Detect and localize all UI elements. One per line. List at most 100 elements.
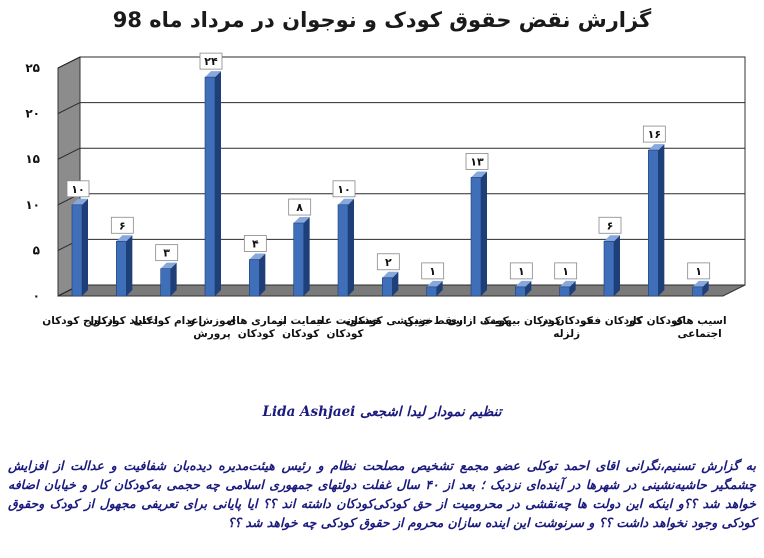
bar	[559, 280, 576, 297]
bar-front	[293, 222, 304, 297]
x-tick-label-line: سقط جنین	[404, 315, 462, 327]
bar-top	[72, 198, 88, 205]
data-label-box	[421, 262, 445, 280]
bar	[603, 235, 620, 297]
data-label-text: ۲	[385, 256, 392, 269]
y-tick-label: ۵	[33, 243, 40, 257]
data-label: ۶	[110, 216, 134, 234]
y-tick-label: ۱۰	[25, 198, 40, 212]
bar-top	[160, 262, 177, 269]
x-tick-label: ازدواج کودکان	[42, 315, 115, 327]
gridline-side	[57, 147, 81, 160]
x-tick-label: خشنونت علیه کودکان	[310, 315, 380, 340]
bar-front	[160, 268, 171, 297]
data-label-text: ۱۰	[71, 183, 84, 196]
chart-back-wall	[79, 56, 746, 286]
data-label: ۱	[421, 262, 445, 280]
bar-top	[116, 235, 133, 242]
chart-container: ۱۰ ۶ ۳ ۲۴ ۴ ۸ ۱۰ ۲ ۱ ۱۳ ۱ ۱ ۶ ۱۶ ۱ ۰ ۵ ۱۰ ۱۵ ۲۰ ۲۵ ازدواج ک…	[25, 8, 746, 340]
y-tick-label: ۱۵	[25, 152, 40, 166]
data-label-box	[243, 235, 267, 252]
x-tick-label-line: حمایت از	[276, 315, 324, 327]
chart-credit: Lida Ashjaei تنظیم نمودار لیدا اشجعی	[262, 404, 502, 420]
x-tick-label-line: اموزش و	[187, 315, 235, 327]
bar	[293, 217, 310, 297]
bar-top	[293, 217, 310, 224]
bar	[426, 280, 443, 297]
data-label: ۴	[243, 235, 267, 252]
data-label-box	[376, 253, 400, 271]
data-label: ۱	[687, 262, 711, 280]
bar	[382, 271, 399, 297]
y-tick-label: ۰	[33, 289, 40, 303]
bar-side	[82, 198, 88, 296]
x-tick-label-line: بیماری های	[227, 315, 286, 327]
chart-bars	[71, 71, 709, 297]
data-label-box	[110, 216, 134, 234]
data-label-text: ۱۰	[337, 183, 350, 196]
data-label: ۱	[509, 262, 533, 280]
x-tick-label: کودکان در زلزله	[540, 315, 594, 340]
data-label-text: ۱	[562, 265, 569, 278]
bar-side	[436, 280, 443, 296]
data-label-box	[554, 262, 578, 280]
x-tick-label-line: خشنونت علیه	[310, 315, 380, 327]
data-label-box	[66, 180, 90, 198]
data-label: ۶	[598, 216, 622, 234]
x-tick-label-line: اجتماعی	[678, 328, 722, 340]
bar-side	[481, 171, 487, 296]
bar-top	[205, 71, 221, 78]
data-label-text: ۲۴	[204, 55, 218, 68]
bar-side	[392, 271, 399, 296]
data-label-text: ۱	[695, 265, 702, 278]
data-label-box	[509, 262, 533, 280]
data-label-box	[155, 244, 179, 262]
bar	[249, 253, 266, 297]
bar-front	[515, 286, 526, 297]
bar-top	[338, 198, 354, 205]
bar	[692, 280, 709, 297]
bar-side	[702, 280, 709, 296]
data-label-text: ۱	[518, 265, 525, 278]
x-tick-label: اسیب های اجتماعی	[673, 315, 727, 340]
data-label-text: ۱۳	[470, 155, 484, 168]
x-tick-label-line: کودکان	[238, 328, 276, 340]
bar-front	[337, 204, 349, 297]
x-tick-label: بیماری های کودکان	[227, 315, 286, 340]
data-label-box	[598, 216, 622, 234]
bar-top	[471, 171, 487, 178]
x-tick-label: حمایت از کودکان	[276, 315, 324, 340]
x-tick-label-line: کودک ازاری	[447, 315, 509, 327]
data-label-box	[288, 198, 312, 216]
article-paragraph: به گزارش تسنیم،نگرانی اقای احمد توکلی عض…	[8, 458, 756, 530]
x-tick-label-line: کودکان	[326, 328, 364, 340]
x-tick-label: کودکان کار	[626, 315, 685, 327]
bar-top	[249, 253, 266, 260]
bar-side	[259, 253, 266, 296]
bar	[71, 198, 88, 297]
data-label-box	[465, 153, 489, 170]
data-label-text: ۴	[252, 238, 259, 251]
bar-front	[603, 240, 615, 297]
bar-side	[569, 280, 576, 296]
bar-side	[348, 198, 354, 296]
bar-front	[382, 277, 393, 297]
bar	[648, 144, 665, 297]
x-tick-label: کودک ازاری	[447, 315, 509, 327]
data-label: ۳	[155, 244, 179, 262]
x-tick-label: سقط جنین	[404, 315, 462, 327]
bar-front	[692, 286, 703, 297]
x-tick-label: کودکان فقر	[579, 315, 643, 327]
x-tick-label-line: ازدواج کودکان	[42, 315, 115, 327]
x-tick-label-line: پرورش	[193, 328, 231, 340]
bar-side	[303, 217, 310, 296]
data-label-text: ۱	[429, 265, 436, 278]
data-label-text: ۳	[163, 247, 170, 260]
x-tick-label-line: اعدام کودکان	[133, 315, 202, 327]
chart-title: گزارش نقض حقوق کودک و نوجوان در مرداد ما…	[112, 8, 652, 32]
bar-side	[215, 71, 221, 297]
chart-y-ticks: ۰ ۵ ۱۰ ۱۵ ۲۰ ۲۵	[25, 61, 40, 303]
data-label: ۸	[288, 198, 312, 216]
data-label: ۲۴	[199, 52, 223, 70]
